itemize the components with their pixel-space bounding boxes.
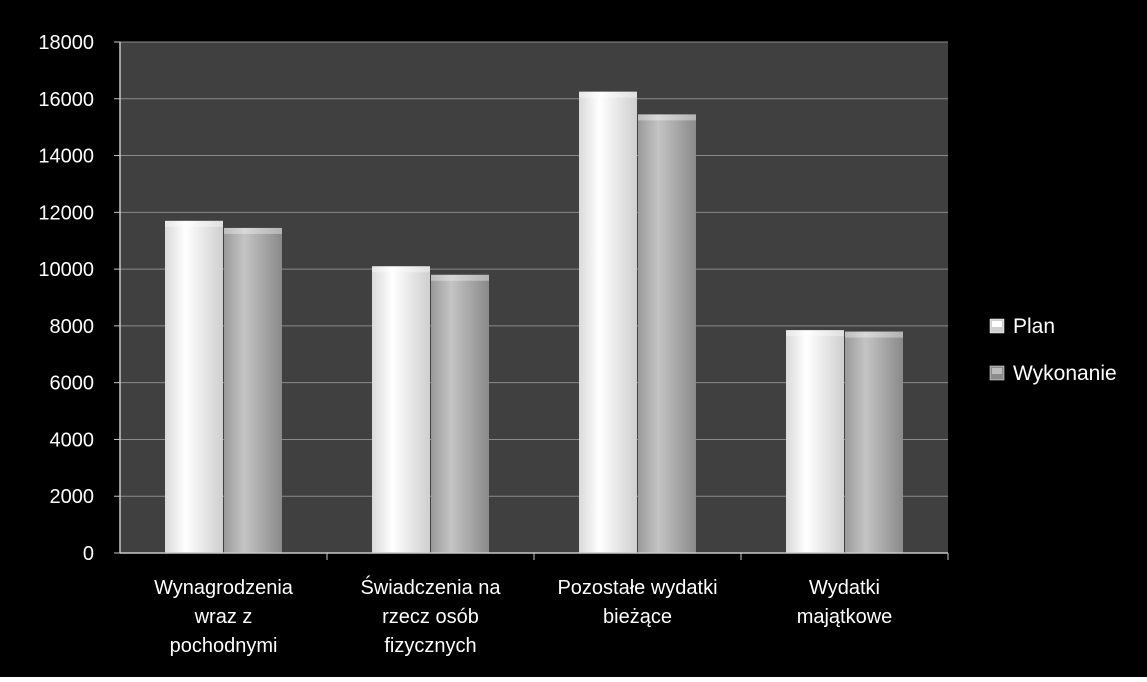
y-tick-label: 14000 bbox=[38, 146, 94, 168]
bar-bevel-wykonanie-4 bbox=[845, 332, 903, 338]
y-tick-label: 10000 bbox=[38, 259, 94, 281]
x-category-label-line: Pozostałe wydatki bbox=[557, 577, 717, 599]
legend-swatch-highlight bbox=[992, 321, 1002, 327]
bar-bevel-wykonanie-2 bbox=[431, 275, 489, 281]
y-tick-label: 0 bbox=[83, 543, 94, 565]
bar-bevel-plan-4 bbox=[786, 330, 844, 336]
bar-plan-1 bbox=[165, 221, 223, 553]
bar-wykonanie-4 bbox=[845, 332, 903, 553]
x-category-label-line: majątkowe bbox=[797, 606, 893, 628]
bar-plan-3 bbox=[579, 92, 637, 553]
y-tick-label: 12000 bbox=[38, 202, 94, 224]
x-category-label-line: fizycznych bbox=[384, 635, 476, 657]
bar-bevel-wykonanie-1 bbox=[224, 228, 282, 234]
bar-bevel-plan-1 bbox=[165, 221, 223, 227]
x-category-label-line: Wynagrodzenia bbox=[154, 577, 294, 599]
legend-swatch-highlight bbox=[992, 368, 1002, 374]
bar-bevel-wykonanie-3 bbox=[638, 114, 696, 120]
bar-bevel-plan-2 bbox=[372, 266, 430, 272]
x-category-label-line: Wydatki bbox=[809, 577, 880, 599]
y-tick-label: 6000 bbox=[50, 373, 95, 395]
x-category-label-line: Świadczenia na bbox=[360, 575, 501, 599]
bar-bevel-plan-3 bbox=[579, 92, 637, 98]
bar-wykonanie-1 bbox=[224, 228, 282, 553]
bar-wykonanie-2 bbox=[431, 275, 489, 553]
bar-plan-4 bbox=[786, 330, 844, 553]
y-tick-label: 8000 bbox=[50, 316, 95, 338]
x-category-label-line: rzecz osób bbox=[382, 606, 479, 628]
y-tick-label: 16000 bbox=[38, 89, 94, 111]
y-tick-label: 2000 bbox=[50, 486, 95, 508]
y-tick-label: 18000 bbox=[38, 32, 94, 54]
legend-label-plan: Plan bbox=[1013, 315, 1055, 338]
x-category-label-line: pochodnymi bbox=[170, 635, 278, 657]
y-tick-label: 4000 bbox=[50, 429, 95, 451]
x-category-label-line: bieżące bbox=[603, 606, 672, 628]
bar-wykonanie-3 bbox=[638, 114, 696, 553]
legend-label-wykonanie: Wykonanie bbox=[1013, 362, 1117, 385]
x-category-label-line: wraz z bbox=[194, 606, 253, 628]
bar-plan-2 bbox=[372, 266, 430, 553]
